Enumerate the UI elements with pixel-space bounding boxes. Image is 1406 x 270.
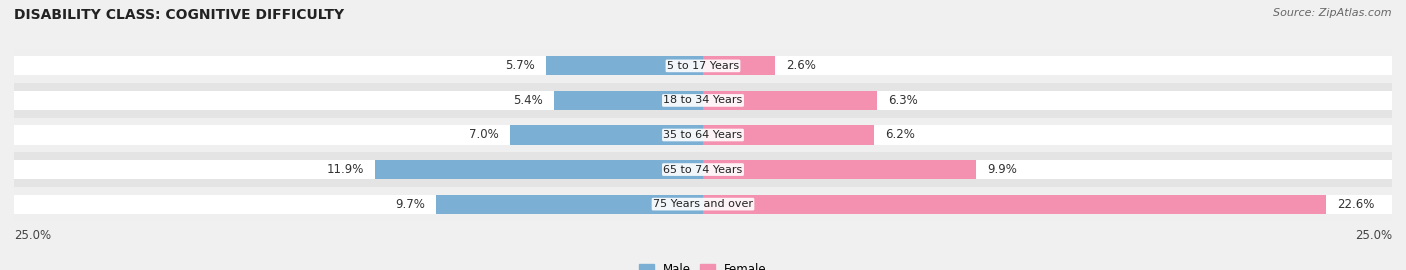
Text: 5 to 17 Years: 5 to 17 Years	[666, 61, 740, 71]
Bar	[703, 91, 876, 110]
Text: 6.2%: 6.2%	[884, 129, 915, 141]
Bar	[510, 126, 703, 144]
Text: 25.0%: 25.0%	[14, 229, 51, 242]
Bar	[14, 118, 1392, 152]
Text: 9.7%: 9.7%	[395, 198, 425, 211]
Bar	[703, 195, 1392, 214]
Text: 25.0%: 25.0%	[1355, 229, 1392, 242]
Bar	[14, 56, 703, 75]
Bar	[554, 91, 703, 110]
Bar	[14, 195, 703, 214]
Bar	[14, 83, 1392, 118]
Bar	[703, 91, 1392, 110]
Text: 2.6%: 2.6%	[786, 59, 815, 72]
Bar	[14, 152, 1392, 187]
Text: 22.6%: 22.6%	[1337, 198, 1374, 211]
Text: DISABILITY CLASS: COGNITIVE DIFFICULTY: DISABILITY CLASS: COGNITIVE DIFFICULTY	[14, 8, 344, 22]
Bar	[703, 126, 1392, 144]
Bar	[703, 126, 875, 144]
Text: 5.4%: 5.4%	[513, 94, 543, 107]
Bar	[14, 160, 703, 179]
Text: 7.0%: 7.0%	[470, 129, 499, 141]
Text: 9.9%: 9.9%	[987, 163, 1017, 176]
Bar	[703, 195, 1326, 214]
Text: 35 to 64 Years: 35 to 64 Years	[664, 130, 742, 140]
Bar	[703, 56, 775, 75]
Bar	[703, 160, 1392, 179]
Text: 6.3%: 6.3%	[887, 94, 917, 107]
Text: 11.9%: 11.9%	[326, 163, 364, 176]
Bar	[14, 187, 1392, 221]
Text: 75 Years and over: 75 Years and over	[652, 199, 754, 209]
Text: 65 to 74 Years: 65 to 74 Years	[664, 164, 742, 175]
Bar	[14, 91, 703, 110]
Bar	[436, 195, 703, 214]
Bar	[703, 160, 976, 179]
Bar	[14, 49, 1392, 83]
Text: Source: ZipAtlas.com: Source: ZipAtlas.com	[1274, 8, 1392, 18]
Bar	[14, 126, 703, 144]
Text: 5.7%: 5.7%	[505, 59, 534, 72]
Text: 18 to 34 Years: 18 to 34 Years	[664, 95, 742, 106]
Legend: Male, Female: Male, Female	[634, 259, 772, 270]
Bar	[546, 56, 703, 75]
Bar	[703, 56, 1392, 75]
Bar	[375, 160, 703, 179]
